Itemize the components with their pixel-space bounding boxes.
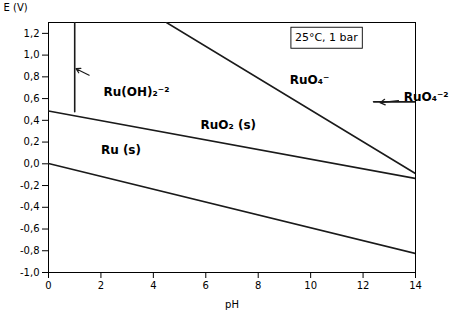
svg-text:2: 2 [98,280,104,291]
svg-text:0,8: 0,8 [24,71,40,82]
svg-text:Ru(OH)₂⁻²: Ru(OH)₂⁻² [104,85,170,99]
svg-text:0: 0 [45,280,51,291]
svg-text:14: 14 [409,280,422,291]
svg-text:-0,4: -0,4 [20,201,40,212]
svg-text:6: 6 [203,280,209,291]
svg-text:RuO₄⁻²: RuO₄⁻² [404,90,449,104]
svg-text:-1,0: -1,0 [20,267,40,278]
svg-text:E (V): E (V) [4,2,28,13]
svg-text:12: 12 [357,280,370,291]
svg-text:pH: pH [225,299,239,310]
svg-text:0,4: 0,4 [24,115,40,126]
svg-text:0,0: 0,0 [24,158,40,169]
svg-text:-0,6: -0,6 [20,223,40,234]
svg-text:1,0: 1,0 [24,49,40,60]
svg-text:RuO₂ (s): RuO₂ (s) [201,118,257,132]
svg-text:-0,8: -0,8 [20,245,40,256]
svg-text:0,2: 0,2 [24,136,40,147]
svg-text:-0,2: -0,2 [20,180,40,191]
svg-text:0,6: 0,6 [24,93,40,104]
svg-text:25°C, 1 bar: 25°C, 1 bar [295,31,358,44]
svg-text:4: 4 [150,280,156,291]
svg-text:1,2: 1,2 [24,28,40,39]
svg-text:RuO₄⁻: RuO₄⁻ [290,73,330,87]
svg-text:Ru (s): Ru (s) [101,143,141,157]
svg-text:10: 10 [304,280,317,291]
svg-text:8: 8 [255,280,261,291]
